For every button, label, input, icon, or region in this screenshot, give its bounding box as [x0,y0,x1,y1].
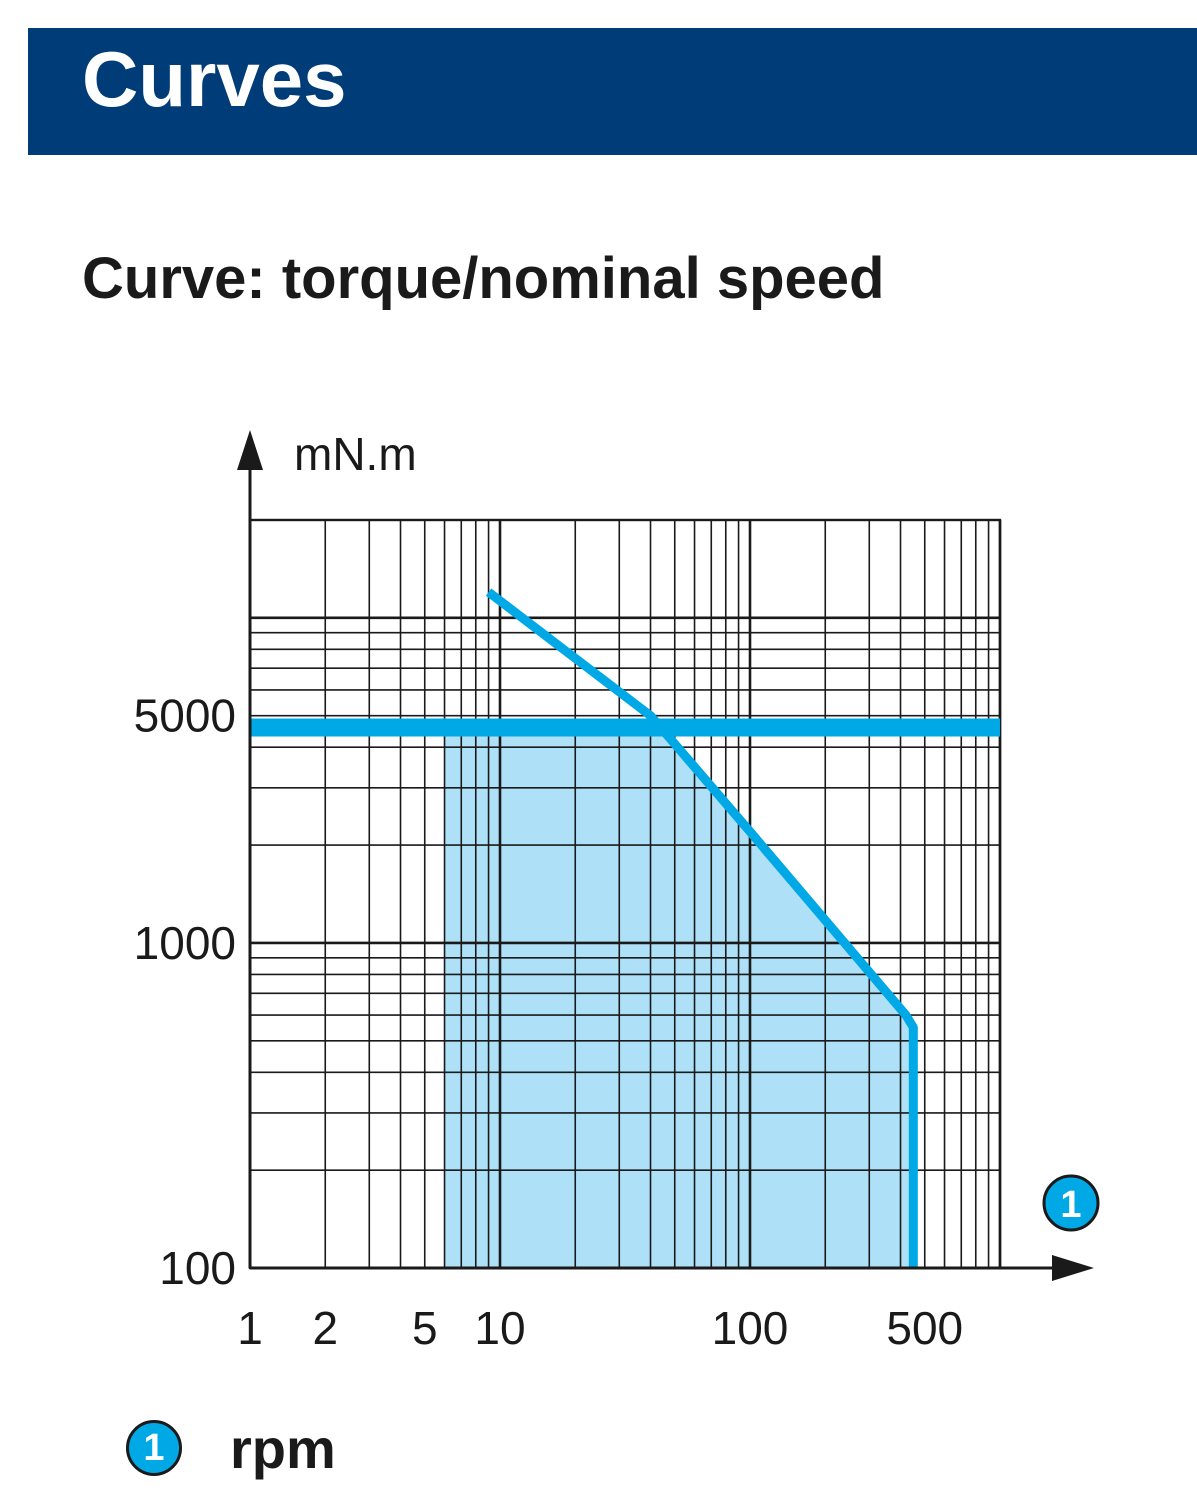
chart-subtitle: Curve: torque/nominal speed [82,246,885,311]
x-tick-label: 500 [886,1302,963,1354]
x-tick-label: 2 [312,1302,338,1354]
y-axis-arrow [237,430,263,470]
x-tick-label: 100 [712,1302,789,1354]
y-axis-label: mN.m [294,428,417,480]
operating-region [444,727,914,1268]
legend: 1 rpm [126,1416,336,1480]
x-axis-arrow [1052,1255,1094,1281]
header-banner [28,28,1197,155]
y-tick-label: 5000 [134,690,236,742]
x-tick-label: 1 [237,1302,263,1354]
legend-marker-badge: 1 [126,1420,182,1476]
speed-curve-line [485,588,918,1268]
x-axis-marker-badge [1042,1174,1100,1232]
x-tick-label: 10 [474,1302,525,1354]
x-axis-marker-label: 1 [1060,1184,1081,1226]
page-title: Curves [82,35,347,123]
legend-label: rpm [230,1416,336,1480]
x-tick-label: 5 [412,1302,438,1354]
y-tick-label: 1000 [134,917,236,969]
y-tick-label: 100 [159,1242,236,1294]
